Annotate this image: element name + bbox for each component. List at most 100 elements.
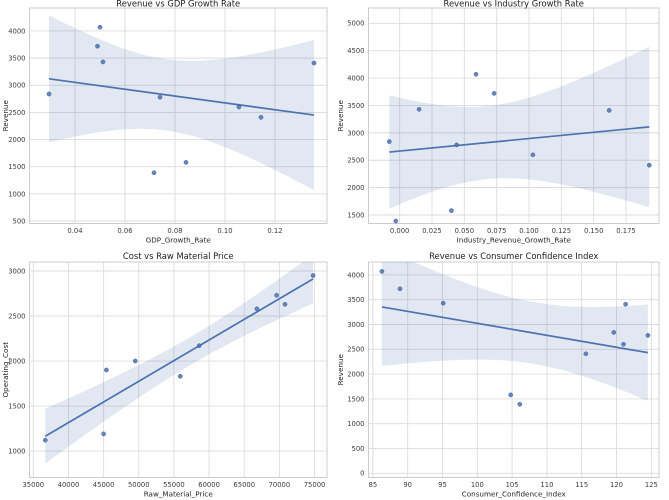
x-tick-label: 115 xyxy=(575,481,588,489)
data-point xyxy=(623,301,628,307)
regression-line xyxy=(389,126,650,153)
data-point xyxy=(491,91,497,96)
x-axis-label: Industry_Revenue_Growth_Rate xyxy=(457,236,572,245)
x-tick-label: 40000 xyxy=(58,481,80,489)
y-tick-label: 3500 xyxy=(347,102,364,110)
data-point xyxy=(646,162,652,168)
confidence-band xyxy=(381,262,648,401)
y-tick-label: 0 xyxy=(360,470,364,478)
data-point xyxy=(151,170,157,176)
data-point xyxy=(274,292,279,298)
x-axis-label: GDP_Growth_Rate xyxy=(146,236,212,245)
chart-cost-vs-raw-material-price: 35000 40000 45000 50000 55000 60000 65000 70000… xyxy=(0,250,335,500)
x-tick-label: 120 xyxy=(610,481,623,489)
x-tick-label: 0.06 xyxy=(117,227,132,235)
x-axis-label: Raw_Material_Price xyxy=(144,490,214,499)
x-tick-label: 110 xyxy=(540,481,553,489)
plot-frame xyxy=(368,261,660,478)
chart-revenue-vs-gdp-growth-rate: 0.04 0.06 0.08 0.10 0.12 500 1000 1500 2000 2500 3… xyxy=(0,0,335,250)
confidence-band xyxy=(49,15,314,191)
data-point xyxy=(517,401,523,407)
chart-revenue-vs-industry-growth-rate-svg: 0.000 0.025 0.050 0.075 0.100 0.125 0.150 0.175… xyxy=(336,0,660,245)
regression-line xyxy=(48,77,315,116)
x-tick-label: 0.175 xyxy=(616,227,635,235)
x-tick-label: 75000 xyxy=(304,481,326,489)
y-axis-label: Revenue xyxy=(1,100,10,132)
y-tick-label: 4000 xyxy=(8,27,25,35)
x-axis-label: Consumer_Confidence_Index xyxy=(462,490,567,499)
regression-line xyxy=(381,306,649,354)
x-tick-label: 35000 xyxy=(22,481,44,489)
y-tick-label: 1500 xyxy=(347,211,364,219)
x-tick-label: 65000 xyxy=(233,481,255,489)
confidence-band xyxy=(389,46,650,209)
chart-revenue-vs-gdp-growth-rate-svg: 0.04 0.06 0.08 0.10 0.12 500 1000 1500 2000 2500 3… xyxy=(1,0,328,245)
plot-frame xyxy=(29,7,328,224)
y-tick-label: 2500 xyxy=(347,346,364,354)
chart-title: Revenue vs Consumer Confidence Index xyxy=(429,251,598,261)
x-tick-label: 55000 xyxy=(163,481,185,489)
data-point xyxy=(397,286,403,292)
data-point xyxy=(311,60,317,66)
data-point xyxy=(97,24,103,30)
x-tick-label: 45000 xyxy=(93,481,115,489)
plot-frame xyxy=(368,7,660,224)
x-tick-label: 85 xyxy=(369,481,378,489)
y-tick-label: 3000 xyxy=(347,321,364,329)
data-point xyxy=(454,142,459,148)
data-point xyxy=(379,269,385,274)
y-tick-label: 500 xyxy=(352,445,365,453)
data-point xyxy=(100,59,106,65)
y-tick-label: 1500 xyxy=(347,395,364,403)
x-tick-label: 0.075 xyxy=(487,227,506,235)
data-point xyxy=(606,108,612,113)
chart-revenue-vs-consumer-confidence-index-svg: 85 90 95 100 105 110 115 120 125 0 500 1000 1500 2000… xyxy=(336,251,660,499)
chart-revenue-vs-consumer-confidence-index: 85 90 95 100 105 110 115 120 125 0 500 1000 1500 2000… xyxy=(335,250,669,500)
y-axis-label: Revenue xyxy=(336,100,345,132)
x-tick-label: 50000 xyxy=(128,481,150,489)
plot-frame xyxy=(29,261,328,478)
x-tick-label: 0.04 xyxy=(67,227,82,235)
data-point xyxy=(282,301,288,307)
y-tick-label: 4000 xyxy=(347,271,364,279)
y-tick-label: 1000 xyxy=(8,190,25,198)
data-point xyxy=(177,373,183,379)
y-tick-label: 5000 xyxy=(347,20,364,28)
y-axis-label: Operating_Cost xyxy=(1,342,10,398)
y-tick-label: 4000 xyxy=(347,74,364,82)
data-point xyxy=(157,94,163,100)
y-tick-label: 3000 xyxy=(8,267,25,275)
data-point xyxy=(104,367,109,373)
x-tick-label: 0.10 xyxy=(217,227,232,235)
x-tick-label: 0.025 xyxy=(422,227,441,235)
data-point xyxy=(183,160,189,165)
x-tick-label: 95 xyxy=(438,481,447,489)
y-tick-label: 4500 xyxy=(347,47,364,55)
data-point xyxy=(101,431,106,437)
data-point xyxy=(508,392,514,398)
y-tick-label: 2000 xyxy=(8,357,25,365)
x-tick-label: 60000 xyxy=(198,481,220,489)
data-point xyxy=(449,208,454,213)
chart-title: Revenue vs GDP Growth Rate xyxy=(116,0,240,9)
y-tick-label: 2500 xyxy=(347,157,364,165)
y-tick-label: 2000 xyxy=(8,136,25,144)
data-point xyxy=(393,218,399,224)
x-tick-label: 0.050 xyxy=(455,227,474,235)
x-tick-label: 100 xyxy=(471,481,484,489)
data-point xyxy=(583,351,589,357)
data-point xyxy=(621,341,626,347)
data-point xyxy=(440,300,446,306)
data-point xyxy=(611,330,617,335)
data-point xyxy=(416,106,422,112)
chart-title: Revenue vs Industry Growth Rate xyxy=(444,0,584,9)
chart-cost-vs-raw-material-price-svg: 35000 40000 45000 50000 55000 60000 65000 70000… xyxy=(1,251,328,499)
x-tick-label: 125 xyxy=(645,481,658,489)
data-point xyxy=(42,437,48,443)
x-tick-label: 90 xyxy=(403,481,412,489)
data-point xyxy=(530,152,536,158)
y-tick-label: 2500 xyxy=(8,312,25,320)
data-point xyxy=(254,306,260,312)
y-tick-label: 2000 xyxy=(347,184,364,192)
data-point xyxy=(386,139,392,144)
